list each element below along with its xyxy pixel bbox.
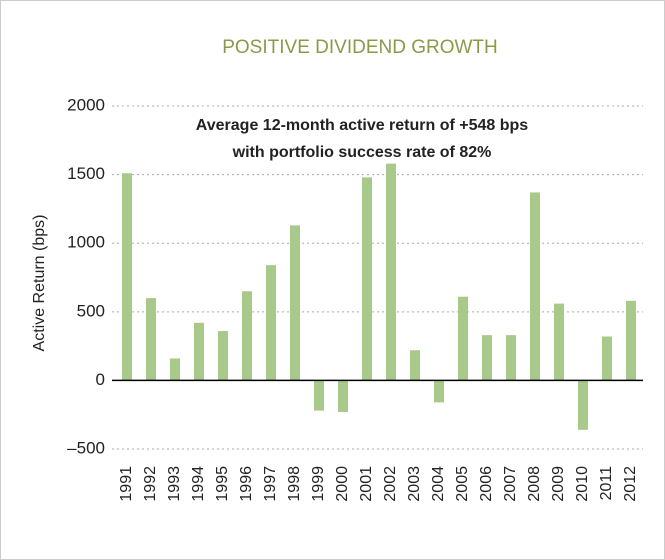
bar [578, 380, 588, 430]
bar [434, 380, 444, 403]
annotation: Average 12-month active return of +548 b… [196, 117, 529, 134]
x-tick-label: 2000 [334, 466, 351, 502]
y-tick-label: 1500 [67, 164, 105, 183]
x-tick-label: 1996 [238, 466, 255, 502]
x-tick-label: 2002 [382, 466, 399, 502]
bar [530, 192, 540, 381]
x-tick-label: 2011 [598, 466, 615, 501]
bar [146, 298, 156, 381]
x-tick-label: 1999 [310, 466, 327, 502]
bar [554, 303, 564, 381]
bar [170, 358, 180, 381]
bar [506, 335, 516, 381]
y-tick-label: –500 [67, 439, 105, 458]
bar [386, 163, 396, 381]
x-tick-label: 1992 [142, 466, 159, 502]
bar [362, 177, 372, 381]
y-tick-label: 1000 [67, 233, 105, 252]
x-tick-label: 1993 [166, 466, 183, 502]
x-tick-label: 2005 [454, 466, 471, 502]
annotation: with portfolio success rate of 82% [232, 144, 492, 161]
x-tick-label: 2010 [574, 466, 591, 502]
x-tick-label: 2007 [502, 466, 519, 502]
bar [242, 291, 252, 381]
bar [290, 225, 300, 381]
x-tick-label: 1995 [214, 466, 231, 502]
bar [458, 296, 468, 381]
x-tick-label: 2001 [358, 466, 375, 502]
bar [626, 300, 636, 381]
x-tick-label: 1998 [286, 466, 303, 502]
x-tick-label: 2003 [406, 466, 423, 502]
x-tick-label: 1991 [118, 466, 135, 502]
bar [218, 331, 228, 381]
bar [482, 335, 492, 381]
x-tick-label: 1994 [190, 466, 207, 502]
y-tick-label: 2000 [67, 95, 105, 114]
bar [314, 380, 324, 411]
x-tick-label: 2004 [430, 466, 447, 502]
x-tick-label: 2008 [526, 466, 543, 502]
bar [266, 265, 276, 381]
bar [410, 350, 420, 381]
chart-title: POSITIVE DIVIDEND GROWTH [222, 37, 498, 58]
x-tick-label: 1997 [262, 466, 279, 502]
bar [602, 336, 612, 381]
bar [194, 322, 204, 381]
y-tick-label: 0 [96, 370, 105, 389]
bar [122, 173, 132, 381]
y-axis-label: Active Return (bps) [31, 215, 48, 352]
x-tick-label: 2006 [478, 466, 495, 502]
bar [338, 380, 348, 412]
x-tick-label: 2009 [550, 466, 567, 502]
x-tick-label: 2012 [622, 466, 639, 502]
y-tick-label: 500 [77, 301, 105, 320]
